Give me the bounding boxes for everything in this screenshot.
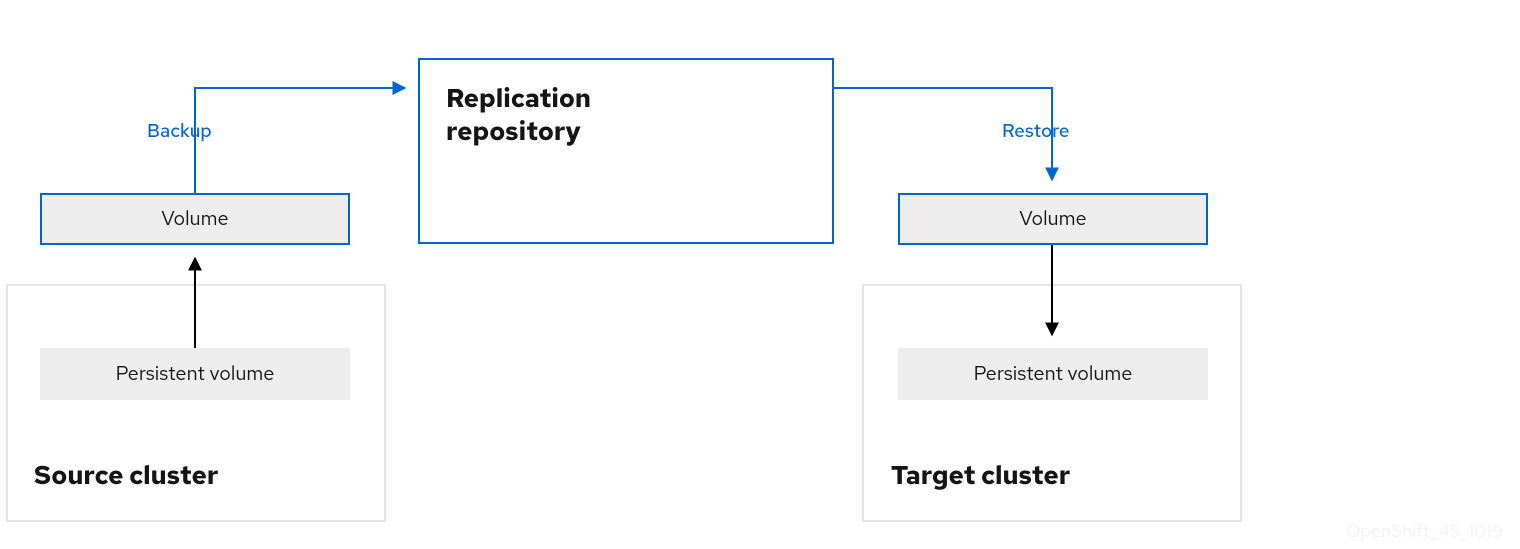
edge-backup: [195, 88, 405, 193]
repo-title-line1: Replication: [446, 82, 806, 115]
source-pv-label: Persistent volume: [116, 361, 275, 387]
target-pv-label: Persistent volume: [974, 361, 1133, 387]
repo-title-line2: repository: [446, 115, 806, 148]
source-persistent-volume: Persistent volume: [40, 348, 350, 400]
source-cluster-title: Source cluster: [34, 458, 218, 492]
backup-label: Backup: [147, 118, 212, 143]
target-cluster-title: Target cluster: [891, 458, 1070, 492]
target-persistent-volume: Persistent volume: [898, 348, 1208, 400]
source-volume-label: Volume: [161, 206, 228, 232]
source-volume: Volume: [40, 193, 350, 245]
target-volume: Volume: [898, 193, 1208, 245]
diagram-canvas: Source cluster Target cluster Persistent…: [0, 0, 1520, 549]
target-volume-label: Volume: [1019, 206, 1086, 232]
restore-label: Restore: [1002, 118, 1070, 143]
replication-repository: Replication repository: [418, 58, 834, 244]
watermark-text: OpenShift_45_1019: [1346, 520, 1502, 543]
